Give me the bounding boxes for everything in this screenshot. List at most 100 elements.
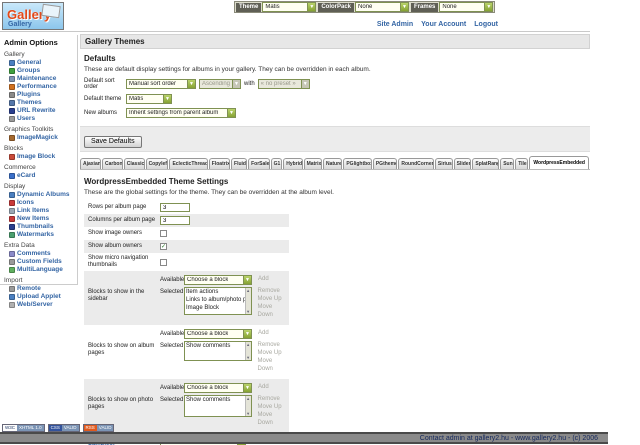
photo-blocks-selected-list[interactable]: Show comments ▲ ▼ — [184, 395, 252, 417]
theme-tab[interactable]: Slider — [453, 158, 472, 169]
theme-tab[interactable]: WordpressEmbedded — [529, 156, 589, 169]
theme-tab[interactable]: Hybrid — [283, 158, 303, 169]
theme-tab[interactable]: Carbon — [102, 158, 123, 169]
sidebar-item[interactable]: Upload Applet — [9, 293, 77, 300]
sort-order-select[interactable]: Manual sort order ▼ — [126, 79, 196, 89]
sidebar-item[interactable]: General — [9, 59, 77, 66]
sidebar-item[interactable]: MultiLanguage — [9, 266, 77, 273]
cols-per-page-input[interactable] — [160, 216, 190, 225]
album-blocks-move-up-link[interactable]: Move Up — [257, 350, 282, 356]
theme-tab[interactable]: G1 — [270, 158, 283, 169]
scroll-down-icon[interactable]: ▼ — [246, 309, 251, 314]
theme-tab[interactable]: Nature — [322, 158, 343, 169]
user-link[interactable]: Site Admin — [376, 21, 414, 28]
thumbnails-icon — [9, 223, 15, 230]
sort-preset-select[interactable]: « no preset » ▼ — [257, 79, 310, 89]
theme-tab[interactable]: ForSale — [248, 158, 270, 169]
listbox-scrollbar[interactable]: ▲ ▼ — [244, 288, 251, 314]
selected-block-option[interactable]: Show comments — [186, 397, 231, 403]
sidebar-blocks-add-link[interactable]: Add — [258, 276, 269, 282]
sidebar-item[interactable]: Watermarks — [9, 231, 77, 238]
theme-tab[interactable]: Ajaxian — [80, 158, 102, 169]
topbar-select[interactable]: Matis ▼ — [262, 2, 317, 12]
scroll-down-icon[interactable]: ▼ — [246, 411, 251, 416]
sidebar-item[interactable]: Performance — [9, 83, 77, 90]
album-blocks-available-select[interactable]: Choose a block ▼ — [184, 329, 252, 339]
listbox-scrollbar[interactable]: ▲ ▼ — [244, 342, 251, 360]
sidebar-item[interactable]: Maintenance — [9, 75, 77, 82]
theme-tab[interactable]: PGlightbox — [343, 158, 372, 169]
sidebar-item[interactable]: New Items — [9, 215, 77, 222]
sidebar-item[interactable]: Groups — [9, 67, 77, 74]
sidebar-blocks-selected-list[interactable]: Item actions Links to album/photo peers Im… — [184, 287, 252, 315]
sidebar-item[interactable]: Link Items — [9, 207, 77, 214]
breadcrumb[interactable]: Gallery — [8, 21, 32, 28]
gallery-logo[interactable]: Gallery — [2, 2, 64, 30]
user-link[interactable]: Your Account — [421, 21, 467, 28]
show-image-owners-checkbox[interactable] — [160, 230, 167, 237]
selected-block-option[interactable]: Show comments — [186, 343, 231, 349]
sidebar-item[interactable]: Icons — [9, 199, 77, 206]
sidebar-item[interactable]: ImageMagick — [9, 134, 77, 141]
photo-blocks-remove-link[interactable]: Remove — [257, 396, 280, 402]
validation-badge[interactable]: W3C XHTML 1.0 — [2, 424, 45, 432]
theme-tab[interactable]: Sun — [500, 158, 515, 169]
selected-block-option[interactable]: Links to album/photo peers — [186, 297, 252, 303]
theme-tab[interactable]: Tile — [515, 158, 529, 169]
album-blocks-add-link[interactable]: Add — [258, 330, 269, 336]
sidebar-blocks-move-down-link[interactable]: Move Down — [257, 304, 273, 318]
save-defaults-button[interactable]: Save Defaults — [84, 135, 142, 148]
scroll-down-icon[interactable]: ▼ — [246, 355, 251, 360]
show-album-owners-checkbox[interactable]: ✓ — [160, 243, 167, 250]
theme-tab[interactable]: Copyleft — [145, 158, 169, 169]
topbar-select[interactable]: None ▼ — [439, 2, 494, 12]
sidebar-item[interactable]: Comments — [9, 250, 77, 257]
theme-tab[interactable]: Sirius — [434, 158, 453, 169]
photo-blocks-add-link[interactable]: Add — [258, 384, 269, 390]
validation-badge[interactable]: CSS VALID — [47, 424, 80, 432]
scroll-up-icon[interactable]: ▲ — [246, 288, 251, 293]
sidebar-blocks-remove-link[interactable]: Remove — [257, 288, 280, 294]
sidebar-item[interactable]: Image Block — [9, 153, 77, 160]
photo-blocks-available-select[interactable]: Choose a block ▼ — [184, 383, 252, 393]
selected-block-option[interactable]: Image Block — [186, 305, 220, 311]
selected-block-option[interactable]: Item actions — [186, 289, 219, 295]
topbar-select[interactable]: None ▼ — [355, 2, 410, 12]
default-theme-select[interactable]: Matis ▼ — [126, 94, 172, 104]
album-blocks-selected-list[interactable]: Show comments ▲ ▼ — [184, 341, 252, 361]
sidebar-item[interactable]: Dynamic Albums — [9, 191, 77, 198]
theme-tab[interactable]: Classic — [123, 158, 145, 169]
sidebar-item[interactable]: URL Rewrite — [9, 107, 77, 114]
theme-tab[interactable]: Matrix — [303, 158, 322, 169]
sidebar-blocks-available-select[interactable]: Choose a block ▼ — [184, 275, 252, 285]
sidebar-item[interactable]: Remote — [9, 285, 77, 292]
theme-tab[interactable]: Fluid — [231, 158, 248, 169]
photo-blocks-move-up-link[interactable]: Move Up — [257, 404, 282, 410]
theme-tab[interactable]: EclecticThreads — [169, 158, 208, 169]
sort-direction-select[interactable]: Ascending ▼ — [199, 79, 241, 89]
album-blocks-move-down-link[interactable]: Move Down — [257, 358, 273, 372]
photo-blocks-move-down-link[interactable]: Move Down — [257, 412, 273, 426]
user-link[interactable]: Logout — [474, 21, 498, 28]
rows-per-page-input[interactable] — [160, 203, 190, 212]
theme-tab[interactable]: Floatrix — [208, 158, 231, 169]
sidebar-item[interactable]: Web/Server — [9, 301, 77, 308]
sidebar-item[interactable]: Plugins — [9, 91, 77, 98]
theme-tab[interactable]: PGtheme — [372, 158, 398, 169]
album-blocks-remove-link[interactable]: Remove — [257, 342, 280, 348]
show-micro-nav-checkbox[interactable] — [160, 258, 167, 266]
sidebar-item[interactable]: Thumbnails — [9, 223, 77, 230]
sidebar-blocks-move-up-link[interactable]: Move Up — [257, 296, 282, 302]
sidebar-item[interactable]: eCard — [9, 172, 77, 179]
listbox-scrollbar[interactable]: ▲ ▼ — [244, 396, 251, 416]
new-albums-select[interactable]: Inherit settings from parent album ▼ — [126, 108, 236, 118]
validation-badge[interactable]: RSS VALID — [82, 424, 115, 432]
sidebar-section-gallery: Gallery General Groups Maintenance Perfo… — [4, 51, 77, 122]
theme-tab[interactable]: SplatRang — [472, 158, 500, 169]
scroll-up-icon[interactable]: ▲ — [246, 342, 251, 347]
sidebar-item[interactable]: Users — [9, 115, 77, 122]
sidebar-item[interactable]: Custom Fields — [9, 258, 77, 265]
scroll-up-icon[interactable]: ▲ — [246, 396, 251, 401]
sidebar-item[interactable]: Themes — [9, 99, 77, 106]
theme-tab[interactable]: RoundCorners — [398, 158, 434, 169]
